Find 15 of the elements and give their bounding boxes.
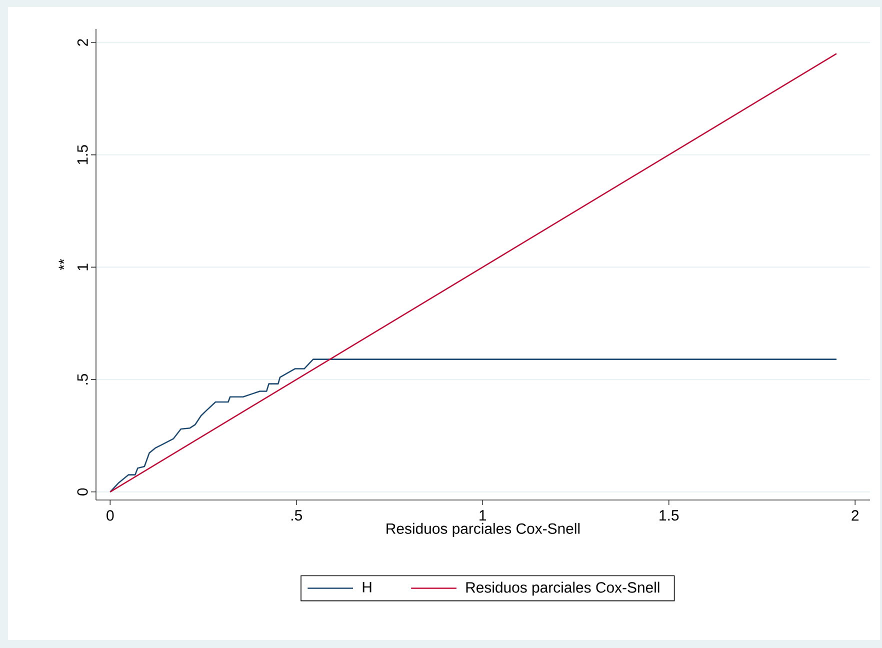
x-tick-label: 1 <box>480 510 486 520</box>
y-axis-title: ** <box>58 258 64 270</box>
x-tick-label: 2 <box>852 510 859 521</box>
y-tick-label: 0 <box>77 488 88 496</box>
x-tick-label: .5 <box>292 510 302 521</box>
legend-label: H <box>362 582 372 592</box>
line-series <box>110 358 838 493</box>
x-tick-label: 0 <box>106 510 114 521</box>
x-tick-label: 1.5 <box>660 510 679 521</box>
y-tick-label: .5 <box>77 374 88 384</box>
y-tick-label: 1.5 <box>77 145 88 164</box>
y-tick-label: 1 <box>78 264 88 270</box>
x-axis-title: Residuos parciales Cox-Snell <box>386 522 580 537</box>
legend-label: Residuos parciales Cox-Snell <box>466 582 660 596</box>
y-tick-label: 2 <box>77 39 88 46</box>
